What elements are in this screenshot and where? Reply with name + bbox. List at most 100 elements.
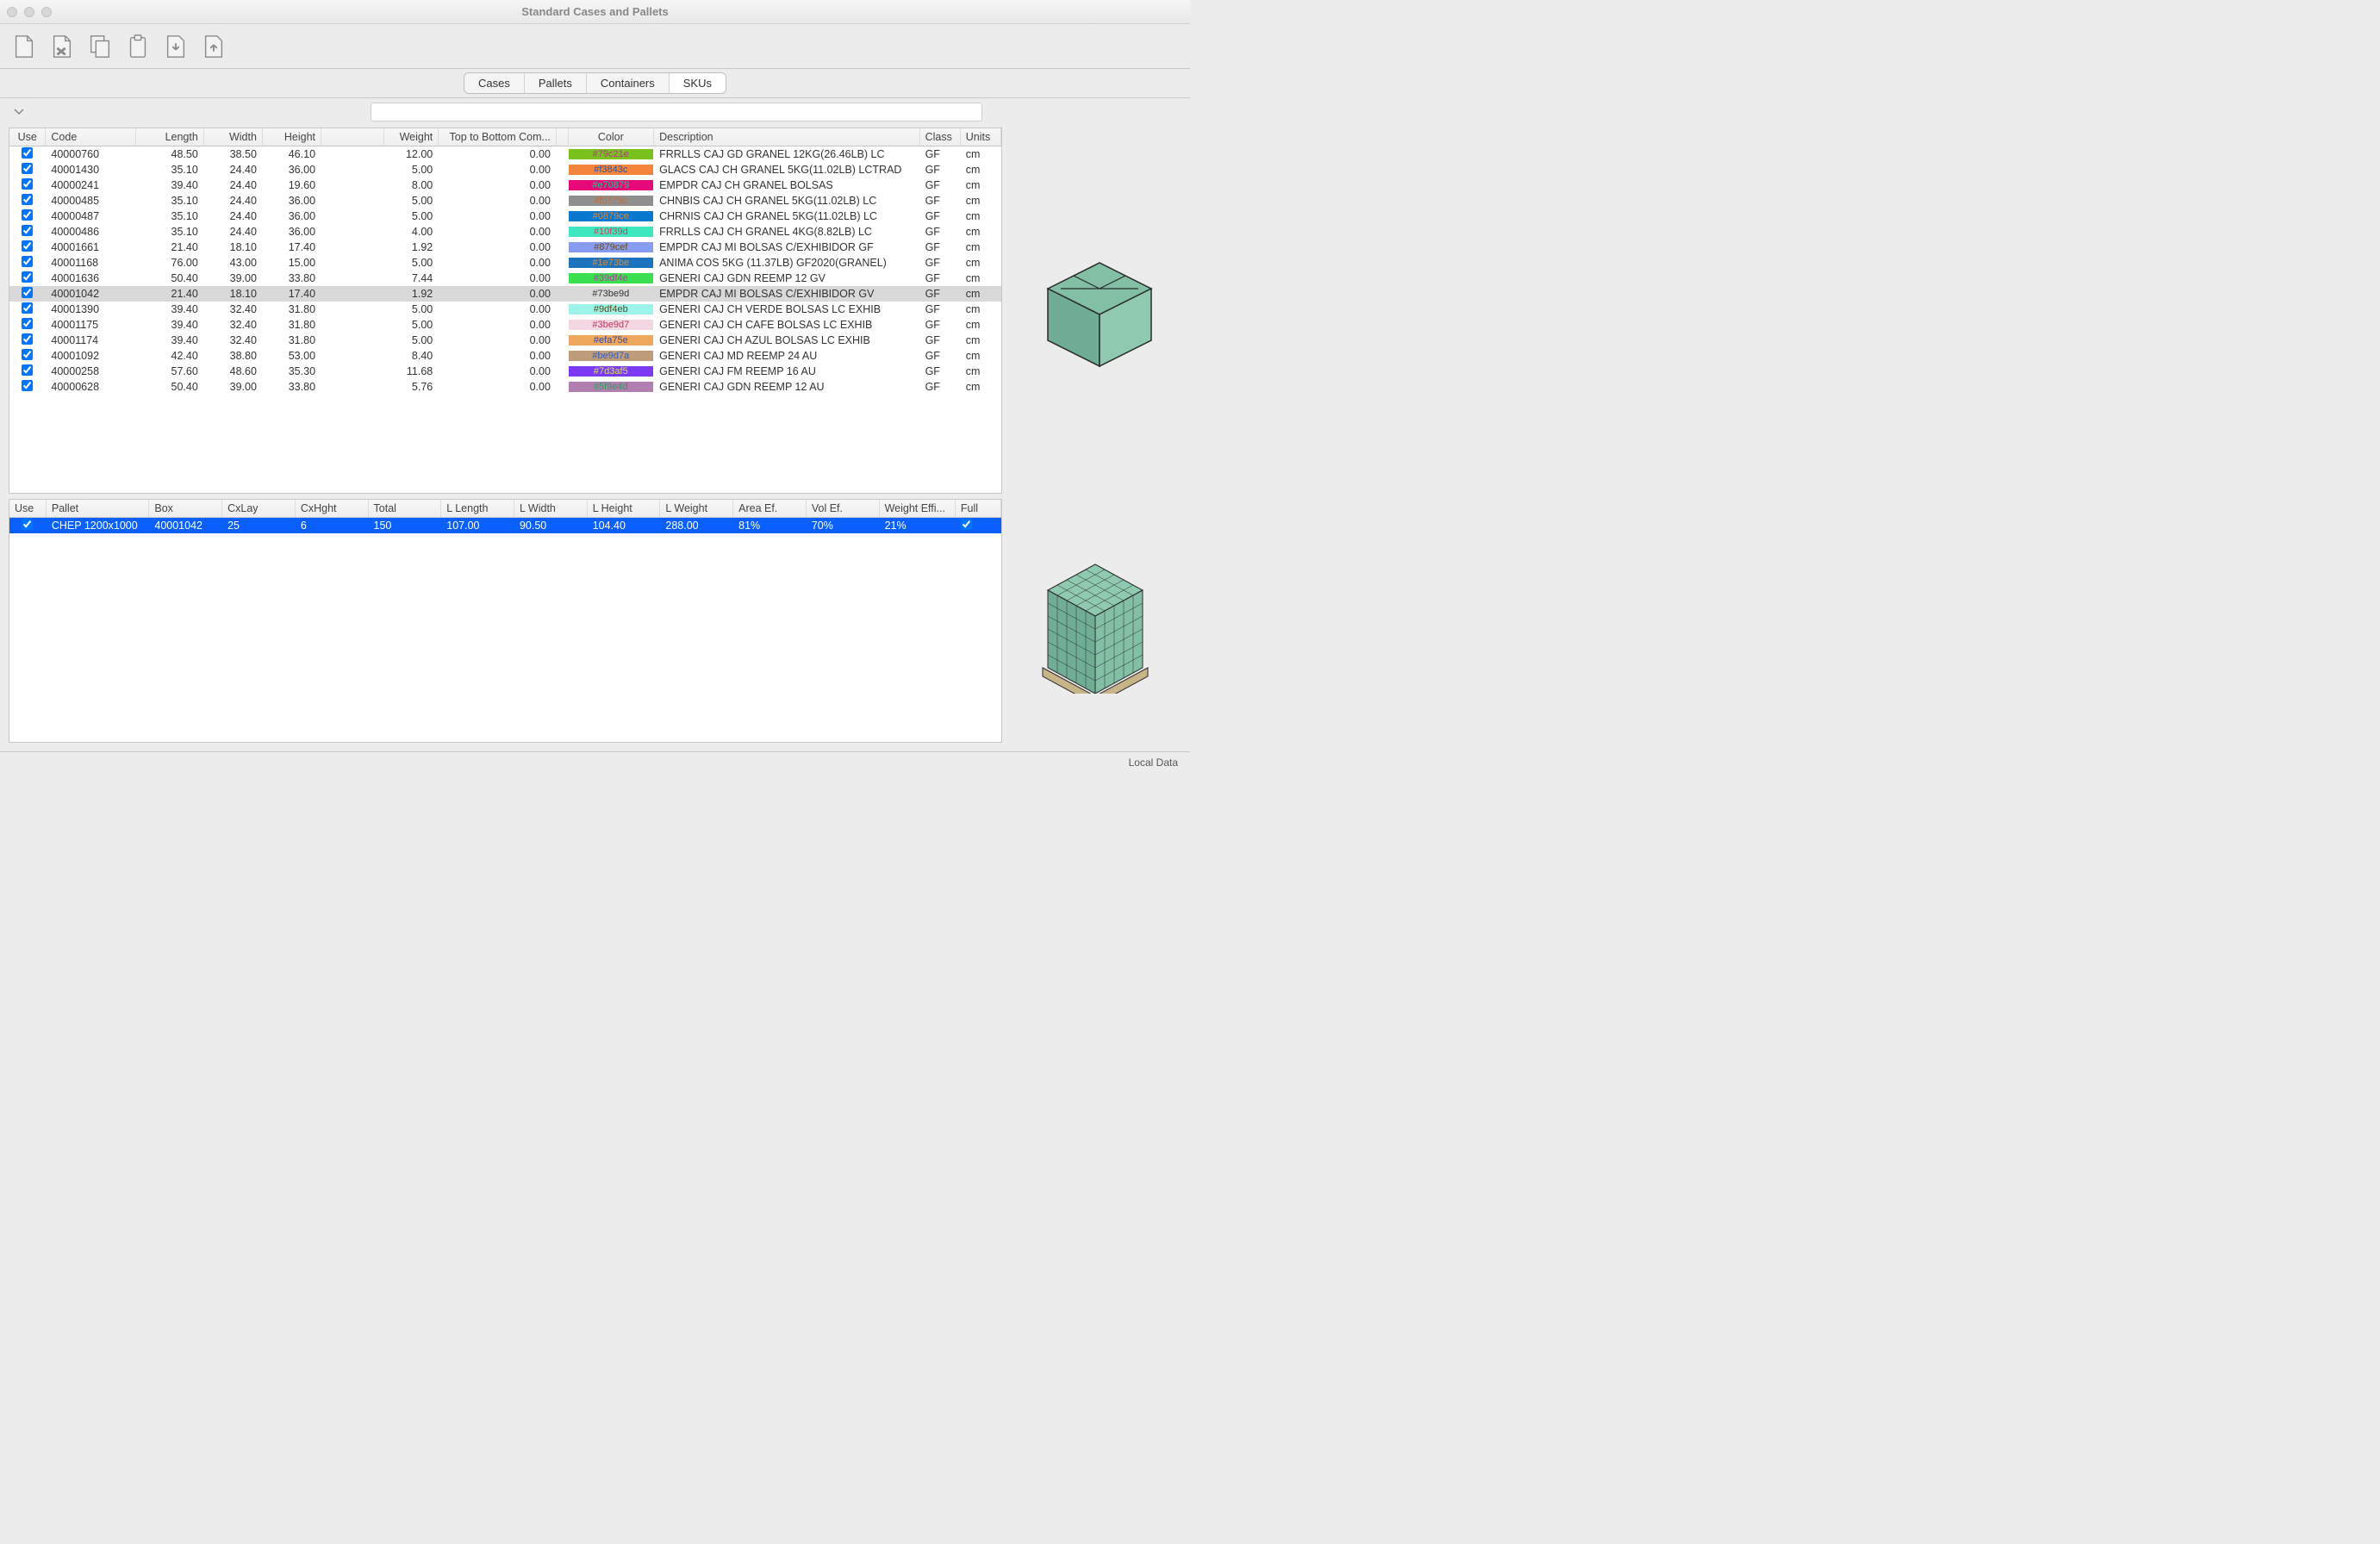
color-swatch: #10f39d: [569, 227, 654, 237]
sku-use-checkbox[interactable]: [22, 240, 33, 252]
sku-col-weight[interactable]: Weight: [384, 128, 439, 146]
pallet-col-areaef[interactable]: Area Ef.: [733, 500, 807, 518]
sku-row[interactable]: 4000076048.5038.5046.1012.000.00#79c21eF…: [9, 146, 1001, 163]
sku-use-checkbox[interactable]: [22, 380, 33, 391]
tab-pallets[interactable]: Pallets: [525, 73, 587, 93]
tab-cases[interactable]: Cases: [464, 73, 525, 93]
sku-row[interactable]: 4000109242.4038.8053.008.400.00#be9d7aGE…: [9, 348, 1001, 364]
sku-table-wrap[interactable]: UseCodeLengthWidthHeight WeightTop to Bot…: [9, 128, 1002, 494]
delete-doc-button[interactable]: [47, 31, 78, 62]
toolbar: [0, 24, 1190, 69]
sku-row[interactable]: 4000048635.1024.4036.004.000.00#10f39dFR…: [9, 224, 1001, 240]
sku-use-checkbox[interactable]: [22, 271, 33, 283]
sku-row[interactable]: 4000139039.4032.4031.805.000.00#9df4ebGE…: [9, 302, 1001, 317]
sku-row[interactable]: 4000104221.4018.1017.401.920.00#73be9dEM…: [9, 286, 1001, 302]
sku-col-units[interactable]: Units: [960, 128, 1000, 146]
sku-row[interactable]: 4000166121.4018.1017.401.920.00#879cefEM…: [9, 240, 1001, 255]
pallet-col-lweight[interactable]: L Weight: [660, 500, 733, 518]
sku-use-checkbox[interactable]: [22, 364, 33, 376]
sku-use-checkbox[interactable]: [22, 147, 33, 159]
sku-col-length[interactable]: Length: [136, 128, 204, 146]
pallet-col-use[interactable]: Use: [9, 500, 46, 518]
sku-use-checkbox[interactable]: [22, 318, 33, 329]
pallet-row[interactable]: CHEP 1200x100040001042256150107.0090.501…: [9, 517, 1001, 533]
status-text: Local Data: [1129, 756, 1178, 769]
app-window: Standard Cases and Pallets CasesPalletsC…: [0, 0, 1190, 772]
sku-use-checkbox[interactable]: [22, 256, 33, 267]
sku-row[interactable]: 4000143035.1024.4036.005.000.00#f3843cGL…: [9, 162, 1001, 177]
sku-row[interactable]: 4000025857.6048.6035.3011.680.00#7d3af5G…: [9, 364, 1001, 379]
color-swatch: #79c21e: [569, 149, 654, 159]
sku-row[interactable]: 4000117539.4032.4031.805.000.00#3be9d7GE…: [9, 317, 1001, 333]
pallet-col-full[interactable]: Full: [955, 500, 1000, 518]
color-swatch: #efa75e: [569, 335, 654, 346]
color-swatch: #9df4eb: [569, 304, 654, 314]
color-swatch: #73be9d: [569, 289, 654, 299]
pallet-col-cxhght[interactable]: CxHght: [295, 500, 368, 518]
sku-row[interactable]: 4000062850.4039.0033.805.760.00#5f9e4dGE…: [9, 379, 1001, 395]
pallet-col-wef[interactable]: Weight Effi...: [879, 500, 955, 518]
sku-col-color[interactable]: Color: [568, 128, 654, 146]
tabbar: CasesPalletsContainersSKUs: [0, 69, 1190, 98]
sku-use-checkbox[interactable]: [22, 163, 33, 174]
new-doc-button[interactable]: [9, 31, 40, 62]
sku-use-checkbox[interactable]: [22, 302, 33, 314]
sku-col-spacer1[interactable]: [321, 128, 384, 146]
color-swatch: #be9d7a: [569, 351, 654, 361]
paste-button[interactable]: [122, 31, 153, 62]
tab-skus[interactable]: SKUs: [670, 73, 726, 93]
pallet-col-pallet[interactable]: Pallet: [46, 500, 149, 518]
color-swatch: #1e73be: [569, 258, 654, 268]
sku-use-checkbox[interactable]: [22, 225, 33, 236]
sku-col-desc[interactable]: Description: [654, 128, 919, 146]
pallet-col-lwidth[interactable]: L Width: [514, 500, 587, 518]
window-title: Standard Cases and Pallets: [0, 5, 1190, 18]
pallet-col-volef[interactable]: Vol Ef.: [806, 500, 879, 518]
sku-col-spacer2[interactable]: [556, 128, 568, 146]
tab-containers[interactable]: Containers: [587, 73, 670, 93]
status-bar: Local Data: [0, 751, 1190, 772]
pallet-use-checkbox[interactable]: [22, 519, 33, 530]
pallet-col-cxlay[interactable]: CxLay: [222, 500, 296, 518]
sku-row[interactable]: 4000048535.1024.4036.005.000.00#f0879cCH…: [9, 193, 1001, 209]
sku-row[interactable]: 4000116876.0043.0015.005.000.00#1e73beAN…: [9, 255, 1001, 271]
pallet-col-llength[interactable]: L Length: [441, 500, 514, 518]
sku-row[interactable]: 4000117439.4032.4031.805.000.00#efa75eGE…: [9, 333, 1001, 348]
pallet-table-wrap[interactable]: UsePalletBoxCxLayCxHghtTotalL LengthL Wi…: [9, 499, 1002, 743]
sku-use-checkbox[interactable]: [22, 287, 33, 298]
search-input[interactable]: [371, 103, 982, 121]
sku-use-checkbox[interactable]: [22, 349, 33, 360]
import-button[interactable]: [160, 31, 191, 62]
export-button[interactable]: [198, 31, 229, 62]
sku-col-class[interactable]: Class: [919, 128, 960, 146]
titlebar: Standard Cases and Pallets: [0, 0, 1190, 24]
search-row: [0, 98, 1190, 126]
sku-col-use[interactable]: Use: [9, 128, 46, 146]
color-swatch: #0879ce: [569, 211, 654, 221]
color-swatch: #f3843c: [569, 165, 654, 175]
sku-col-code[interactable]: Code: [46, 128, 136, 146]
color-swatch: #f0879c: [569, 196, 654, 206]
color-swatch: #e70879: [569, 180, 654, 190]
sku-row[interactable]: 4000048735.1024.4036.005.000.00#0879ceCH…: [9, 209, 1001, 224]
copy-button[interactable]: [84, 31, 115, 62]
pallet-col-lheight[interactable]: L Height: [587, 500, 660, 518]
disclosure-chevron-icon[interactable]: [12, 105, 26, 119]
pallet-col-box[interactable]: Box: [149, 500, 222, 518]
sku-col-width[interactable]: Width: [203, 128, 262, 146]
color-swatch: #39df4e: [569, 273, 654, 283]
sku-row[interactable]: 4000163650.4039.0033.807.440.00#39df4eGE…: [9, 271, 1001, 286]
sku-table: UseCodeLengthWidthHeight WeightTop to Bot…: [9, 128, 1001, 395]
sku-use-checkbox[interactable]: [22, 178, 33, 190]
sku-use-checkbox[interactable]: [22, 194, 33, 205]
pallet-svg: [1022, 547, 1168, 694]
sku-row[interactable]: 4000024139.4024.4019.608.000.00#e70879EM…: [9, 177, 1001, 193]
sku-use-checkbox[interactable]: [22, 333, 33, 345]
sku-col-height[interactable]: Height: [262, 128, 321, 146]
sku-use-checkbox[interactable]: [22, 209, 33, 221]
pallet-full-checkbox[interactable]: [961, 519, 972, 530]
segmented-tabs: CasesPalletsContainersSKUs: [464, 72, 726, 94]
sku-col-ttb[interactable]: Top to Bottom Com...: [439, 128, 557, 146]
pallet-col-total[interactable]: Total: [368, 500, 441, 518]
color-swatch: #7d3af5: [569, 366, 654, 377]
